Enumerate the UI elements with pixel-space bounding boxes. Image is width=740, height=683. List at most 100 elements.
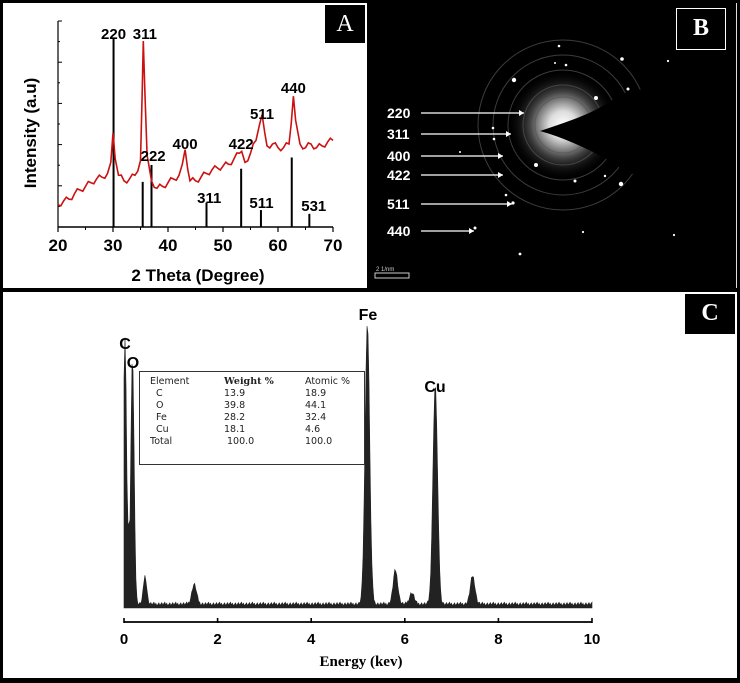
table-row: Total 100.0 100.0 [150, 436, 358, 448]
diffraction-spot [554, 62, 556, 64]
panel-a-xrd: 20 30 40 50 60 70 220 311 222 400 311 422 511 511 440… [3, 3, 367, 288]
cell-atomic: 100.0 [305, 436, 333, 447]
diffraction-spot [518, 252, 522, 256]
cell-atomic: 4.6 [305, 424, 321, 435]
ring-label: 511 [387, 196, 410, 212]
diffraction-spot [534, 163, 538, 167]
diffraction-spot [511, 201, 515, 205]
peak-label: 440 [281, 80, 306, 97]
cell-atomic: 44.1 [305, 400, 327, 411]
diffraction-spot [459, 151, 461, 153]
scale-bar-label: 2 1/nm [376, 267, 394, 273]
x-tick-label: 60 [269, 236, 288, 255]
ring-label: 440 [387, 223, 411, 239]
cell-atomic: 32.4 [305, 412, 327, 423]
x-tick-label: 8 [494, 631, 502, 648]
ring-label: 400 [387, 148, 411, 164]
peak-label: 511 [249, 195, 273, 212]
peak-label: 511 [250, 106, 274, 123]
diffraction-spot [564, 63, 568, 67]
table-row: Fe 28.2 32.4 [150, 412, 358, 424]
table-row: O 39.8 44.1 [150, 400, 358, 412]
diffraction-spot [491, 126, 495, 130]
x-tick-label: 70 [324, 236, 343, 255]
arrow-head-icon [498, 172, 503, 178]
ring-label: 311 [387, 126, 410, 142]
cell-element: Fe [156, 412, 167, 423]
header-atomic: Atomic % [305, 376, 351, 387]
diffraction-spot [594, 96, 598, 100]
cell-element: Cu [156, 424, 169, 435]
peak-label: 400 [173, 136, 198, 153]
x-tick-label: 4 [307, 631, 316, 648]
peak-label: 531 [301, 198, 326, 215]
ring-label: 220 [387, 105, 411, 121]
panel-b-saed: 220 311 400 422 511 440 2 1/nm B [370, 3, 737, 288]
composition-table: Element Weight % Atomic % C 13.9 18.9 O 39.… [139, 371, 365, 465]
diffraction-spot [473, 226, 477, 230]
cell-weight: 100.0 [227, 436, 255, 447]
x-axis-label: Energy (kev) [320, 654, 403, 670]
saed-image: 220 311 400 422 511 440 2 1/nm [370, 3, 736, 288]
arrow-head-icon [498, 153, 503, 159]
peak-label: 311 [133, 26, 157, 43]
peak-label: O [127, 355, 139, 372]
peak-label: C [119, 336, 131, 353]
arrow-head-icon [507, 201, 512, 207]
arrow-head-icon [519, 110, 524, 116]
header-weight: Weight % [224, 376, 274, 387]
peak-label: 220 [101, 26, 126, 43]
x-axis-label: 2 Theta (Degree) [131, 266, 264, 285]
header-element: Element [150, 376, 190, 387]
eds-spectrum-area [123, 326, 593, 609]
diffraction-spot [603, 174, 607, 178]
panel-label-b: B [676, 8, 726, 50]
cell-element: O [156, 400, 164, 411]
beam-stopper [540, 88, 736, 179]
ring-label: 422 [387, 167, 411, 183]
peak-label: 422 [229, 136, 254, 153]
scale-bar: 2 1/nm [374, 267, 410, 279]
diffraction-spot [504, 193, 508, 197]
table-row: C 13.9 18.9 [150, 388, 358, 400]
x-tick-label: 0 [120, 631, 128, 648]
diffraction-spot [620, 57, 624, 61]
diffraction-spot [581, 230, 585, 234]
x-tick-label: 40 [159, 236, 178, 255]
cell-weight: 18.1 [224, 424, 246, 435]
xrd-chart: 20 30 40 50 60 70 220 311 222 400 311 422 511 511 440… [21, 20, 343, 285]
diffraction-spot [573, 179, 577, 183]
panel-label-a: A [325, 5, 365, 43]
cell-atomic: 18.9 [305, 388, 327, 399]
x-tick-label: 10 [584, 631, 601, 648]
cell-weight: 13.9 [224, 388, 246, 399]
panel-c-eds: 0 2 4 6 8 10 C O Fe Cu Energy (kev) Element Weig… [3, 292, 737, 678]
panel-label-c: C [685, 294, 735, 334]
x-tick-label: 30 [104, 236, 123, 255]
arrow-head-icon [506, 131, 511, 137]
arrow-head-icon [469, 228, 474, 234]
table-row: Cu 18.1 4.6 [150, 424, 358, 436]
xrd-sample-line [57, 40, 334, 207]
diffraction-spot [511, 77, 517, 83]
diffraction-spot [618, 181, 624, 187]
y-axis-label: Intensity (a.u) [21, 78, 40, 189]
cell-weight: 28.2 [224, 412, 246, 423]
cell-element: Total [150, 436, 173, 447]
x-tick-label: 50 [214, 236, 233, 255]
peak-label: Fe [359, 307, 378, 324]
peak-label: Cu [424, 379, 445, 396]
diffraction-spot [626, 87, 630, 91]
peak-label: 222 [141, 148, 166, 165]
x-tick-label: 2 [213, 631, 221, 648]
table-header-row: Element Weight % Atomic % [150, 376, 358, 388]
peak-label: 311 [197, 190, 221, 207]
diffraction-spot [672, 233, 676, 237]
x-tick-label: 6 [401, 631, 409, 648]
x-tick-label: 20 [49, 236, 68, 255]
cell-weight: 39.8 [224, 400, 246, 411]
cell-element: C [156, 388, 163, 399]
diffraction-spot [666, 59, 670, 63]
diffraction-spot [557, 44, 561, 48]
